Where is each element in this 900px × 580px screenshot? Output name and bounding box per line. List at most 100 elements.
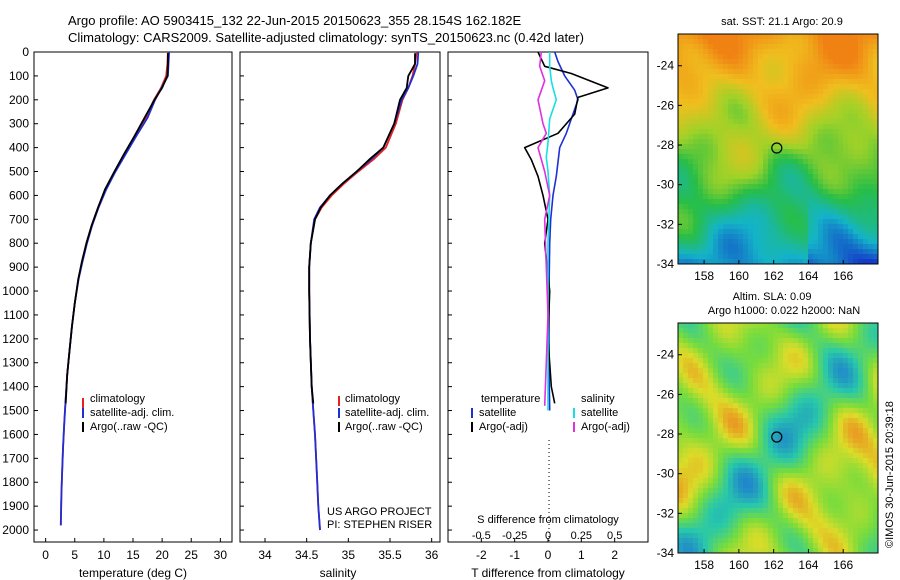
map-cell	[693, 239, 699, 245]
map-cell	[683, 393, 689, 399]
map-cell	[823, 129, 829, 135]
map-cell	[868, 348, 874, 354]
map-cell	[813, 209, 819, 215]
map-cell	[818, 373, 824, 379]
map-cell	[833, 328, 839, 334]
map-cell	[678, 468, 684, 474]
map-cell	[773, 468, 779, 474]
map-cell	[733, 363, 739, 369]
map-cell	[813, 418, 819, 424]
map-cell	[728, 413, 734, 419]
map-cell	[793, 254, 799, 260]
map-cell	[823, 194, 829, 200]
map-cell	[833, 408, 839, 414]
map-cell	[873, 403, 879, 409]
map-cell	[743, 94, 749, 100]
map-cell	[763, 159, 769, 165]
map-cell	[758, 378, 764, 384]
map-cell	[703, 533, 709, 539]
map-cell	[743, 134, 749, 140]
map-cell	[828, 463, 834, 469]
map-cell	[698, 239, 704, 245]
map-cell	[678, 259, 684, 265]
map-cell	[838, 89, 844, 95]
map-cell	[738, 109, 744, 115]
map-cell	[733, 513, 739, 519]
map-cell	[683, 259, 689, 265]
map-cell	[713, 254, 719, 260]
map-cell	[683, 358, 689, 364]
map-cell	[688, 239, 694, 245]
map-cell	[778, 503, 784, 509]
map-cell	[728, 438, 734, 444]
map-cell	[863, 234, 869, 240]
map-cell	[743, 533, 749, 539]
map-cell	[798, 204, 804, 210]
map-cell	[698, 508, 704, 514]
map-cell	[768, 443, 774, 449]
map-cell	[803, 99, 809, 105]
map-cell	[693, 343, 699, 349]
map-cell	[773, 448, 779, 454]
map-cell	[718, 363, 724, 369]
map-cell	[763, 129, 769, 135]
map-cell	[858, 503, 864, 509]
map-cell	[773, 393, 779, 399]
map-cell	[778, 234, 784, 240]
map-cell	[818, 423, 824, 429]
map-cell	[708, 448, 714, 454]
map-cell	[848, 548, 854, 554]
map-cell	[678, 433, 684, 439]
map-cell	[713, 189, 719, 195]
map-cell	[723, 44, 729, 50]
map-cell	[763, 543, 769, 549]
map-cell	[788, 204, 794, 210]
map-cell	[738, 174, 744, 180]
map-cell	[783, 79, 789, 85]
map-cell	[808, 423, 814, 429]
map-cell	[808, 254, 814, 260]
map-cell	[738, 328, 744, 334]
map-cell	[748, 139, 754, 145]
map-cell	[693, 194, 699, 200]
map-cell	[778, 89, 784, 95]
map-cell	[828, 119, 834, 125]
map-cell	[863, 164, 869, 170]
map-cell	[873, 79, 879, 85]
map-cell	[743, 249, 749, 255]
map-cell	[823, 249, 829, 255]
map-cell	[788, 493, 794, 499]
map-cell	[768, 144, 774, 150]
map-cell	[738, 154, 744, 160]
map-cell	[863, 189, 869, 195]
map-cell	[833, 144, 839, 150]
map-cell	[803, 348, 809, 354]
map-cell	[828, 353, 834, 359]
map-cell	[828, 99, 834, 105]
map-cell	[683, 403, 689, 409]
map-cell	[713, 378, 719, 384]
map-cell	[793, 49, 799, 55]
map-cell	[773, 363, 779, 369]
map-cell	[773, 413, 779, 419]
map-cell	[858, 513, 864, 519]
map-cell	[843, 109, 849, 115]
map-cell	[783, 74, 789, 80]
map-cell	[808, 199, 814, 205]
map-cell	[703, 64, 709, 70]
map-cell	[743, 84, 749, 90]
map-cell	[803, 338, 809, 344]
map-cell	[808, 333, 814, 339]
map-cell	[678, 179, 684, 185]
map-cell	[678, 49, 684, 55]
map-cell	[748, 144, 754, 150]
map-cell	[848, 119, 854, 125]
map-cell	[743, 438, 749, 444]
map-cell	[753, 353, 759, 359]
map-cell	[683, 483, 689, 489]
map-cell	[743, 488, 749, 494]
map-cell	[733, 343, 739, 349]
map-cell	[793, 368, 799, 374]
map-cell	[838, 538, 844, 544]
map-cell	[868, 438, 874, 444]
